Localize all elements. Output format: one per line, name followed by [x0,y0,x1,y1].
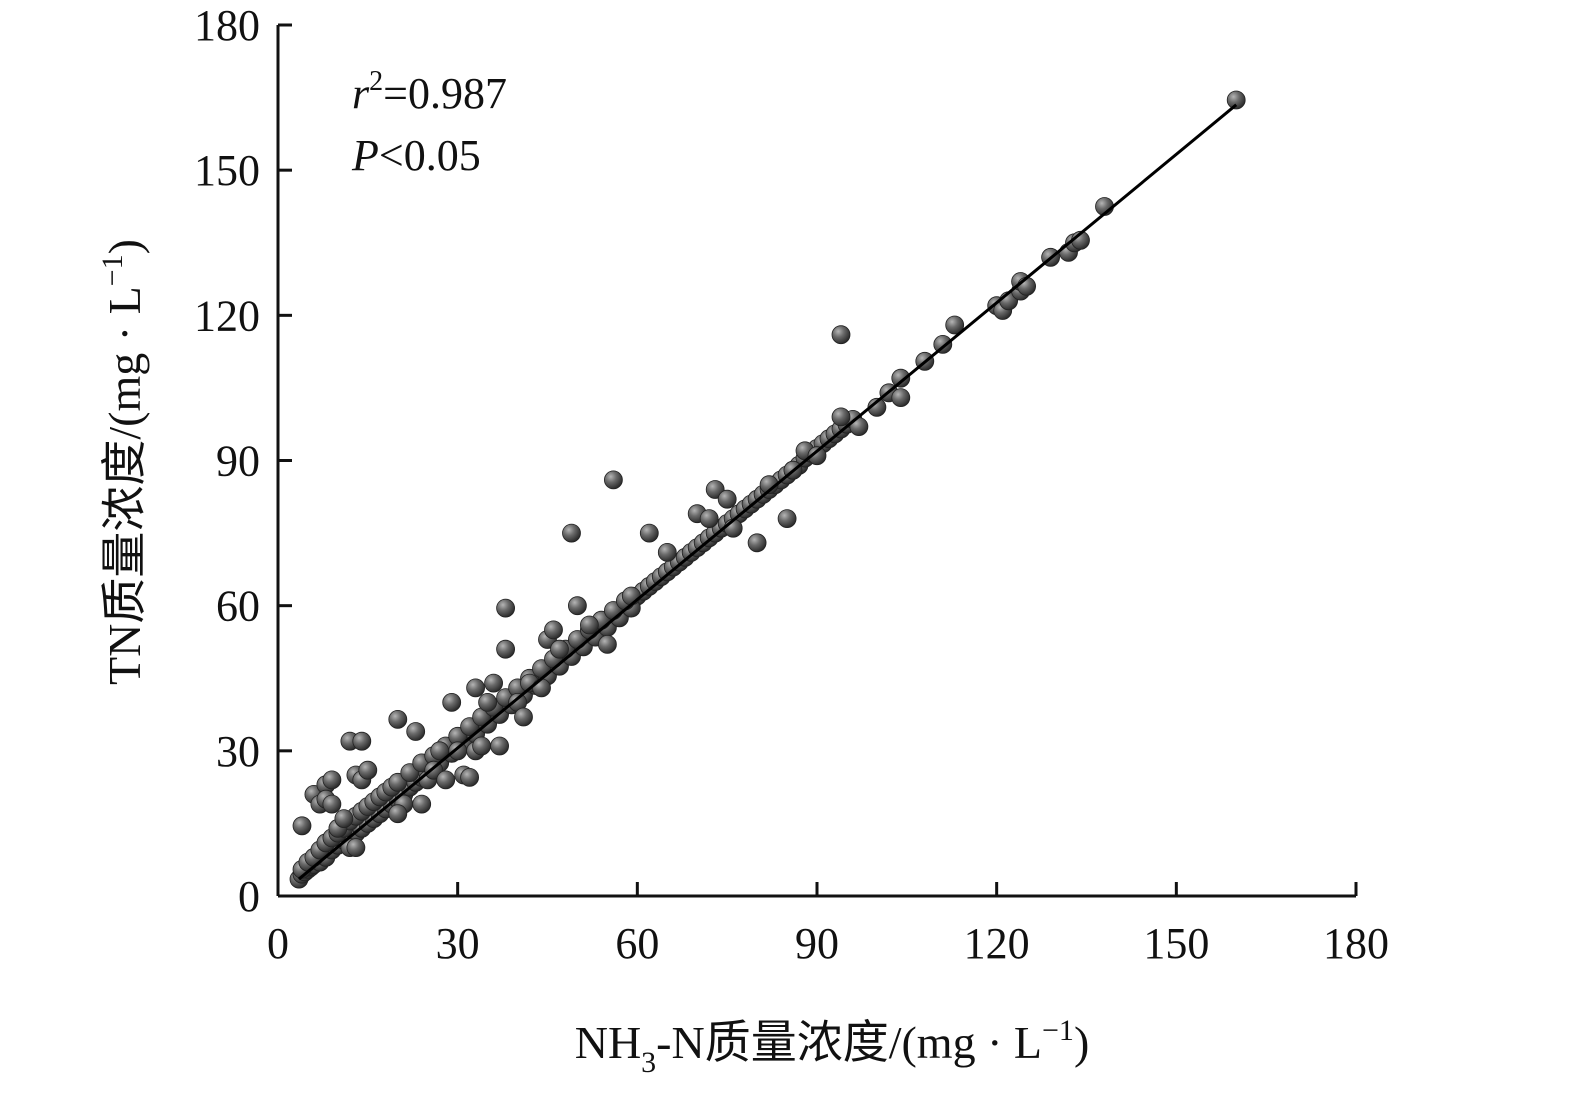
data-point [484,673,504,693]
data-point [442,693,462,712]
p-value-annotation: P<0.05 [351,131,481,180]
x-axis-title: NH3-N质量浓度/(mg · L−1) [575,1014,1090,1079]
y-tick-label: 0 [238,872,260,921]
y-tick-label: 180 [194,1,260,50]
data-point [891,388,911,408]
x-tick-label: 120 [964,919,1030,968]
data-point [388,710,408,729]
data-point [460,768,480,787]
y-tick-label: 60 [216,582,260,631]
data-point [580,615,599,635]
y-axis-title: TN质量浓度/(mg · L−1) [96,239,150,685]
data-point [490,736,510,756]
x-tick-label: 60 [615,919,659,968]
data-point [478,693,498,712]
regression-line [298,103,1238,881]
data-point [334,809,354,828]
data-point [621,586,641,606]
data-point [945,315,965,335]
data-point [388,804,408,824]
data-point [436,770,456,790]
data-point [352,731,372,751]
data-point [322,770,342,790]
data-point [472,736,492,756]
data-point [717,489,737,509]
data-point [777,509,797,528]
data-point [412,794,432,814]
data-point [933,334,953,354]
data-point [532,678,551,698]
data-point [657,543,677,562]
data-point [322,794,342,814]
data-point [807,446,827,466]
data-point [747,533,767,553]
y-tick-label: 150 [194,146,260,195]
axes: 0 30 60 90 120 150 180 0 30 60 90 120 150 180 [194,1,1389,968]
y-tick-label: 120 [194,291,260,340]
data-point [550,639,569,659]
x-tick-label: 90 [795,919,839,968]
data-point [891,368,911,388]
x-tick-label: 150 [1143,919,1209,968]
data-point [358,760,378,780]
x-tick-label: 30 [436,919,480,968]
data-point [831,325,851,345]
data-point [639,523,659,543]
data-point [406,722,426,741]
data-point [466,678,486,698]
data-point [604,470,623,490]
data-point [514,707,533,727]
data-point [544,620,563,640]
data-point [699,509,719,528]
data-point [496,598,516,618]
data-point [598,635,617,654]
y-tick-label: 90 [216,437,260,486]
data-point [346,838,366,857]
regression-line-group [298,103,1238,881]
data-point [496,639,516,659]
x-tick-label: 0 [267,919,289,968]
data-point [1017,276,1036,296]
x-tick-label: 180 [1323,919,1389,968]
y-tick-label: 30 [216,727,260,776]
data-point [831,407,851,427]
r-squared-annotation: r2=0.987 [352,66,507,118]
data-point [1226,90,1246,110]
data-point [568,596,587,616]
data-point [292,816,312,836]
data-point [562,523,581,543]
